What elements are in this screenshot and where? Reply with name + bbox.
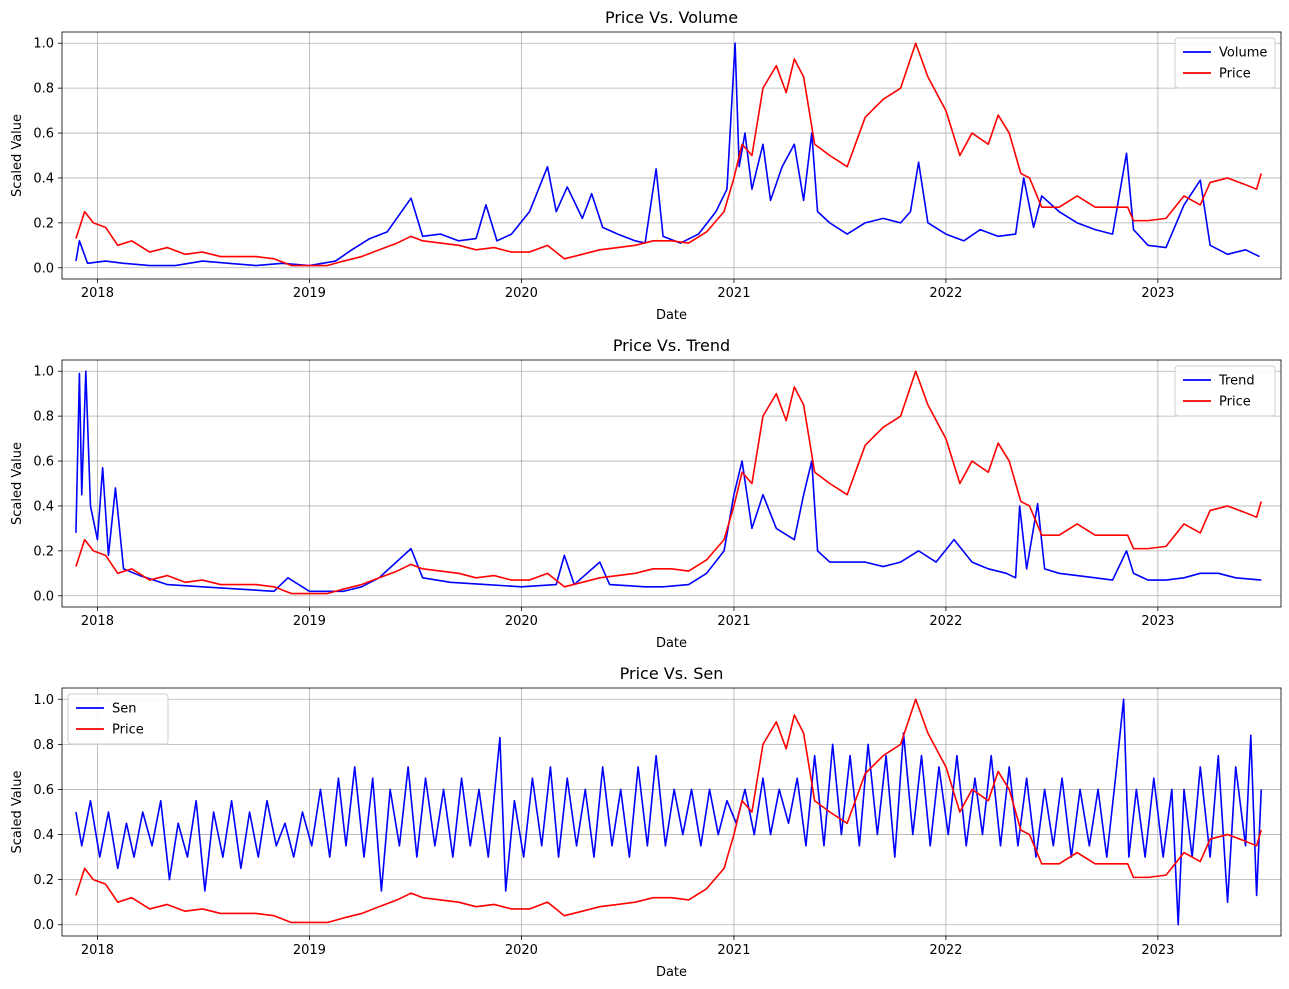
x-tick-label: 2019 xyxy=(293,286,326,301)
y-axis-label: Scaled Value xyxy=(10,442,25,525)
axes-frame xyxy=(61,359,1282,608)
y-tick-label: 0.8 xyxy=(33,738,54,753)
series-line-sen xyxy=(75,698,1263,926)
legend-box xyxy=(1174,37,1276,89)
x-tick-label: 2023 xyxy=(1141,943,1174,958)
y-tick-label: 0.6 xyxy=(33,455,54,470)
x-tick-label: 2019 xyxy=(293,614,326,629)
y-tick-label: 0.2 xyxy=(33,216,54,231)
x-tick-label: 2019 xyxy=(293,943,326,958)
chart-title: Price Vs. Volume xyxy=(605,8,738,27)
chart-panel-2: 2018 2019 2020 2021 2022 2023 0.0 0.2 0.4 0.6 0.8 1… xyxy=(10,336,1282,651)
legend-label-price: Price xyxy=(112,723,144,738)
x-tick-label: 2021 xyxy=(717,943,750,958)
x-tick-label: 2023 xyxy=(1141,286,1174,301)
y-tick-label: 0.8 xyxy=(33,410,54,425)
y-tick-label: 0.4 xyxy=(33,499,54,514)
y-tick-label: 0.0 xyxy=(33,261,54,276)
y-tick-label: 0.0 xyxy=(33,589,54,604)
x-tick-label: 2020 xyxy=(505,614,538,629)
x-axis-label: Date xyxy=(656,965,687,980)
x-tick-label: 2020 xyxy=(505,286,538,301)
legend: Trend Price xyxy=(1174,365,1276,417)
x-tick-label: 2023 xyxy=(1141,614,1174,629)
y-axis-label: Scaled Value xyxy=(10,114,25,197)
legend: Volume Price xyxy=(1174,37,1276,89)
legend-label-sen: Sen xyxy=(112,702,137,717)
x-tick-label: 2020 xyxy=(505,943,538,958)
x-tick-label: 2021 xyxy=(717,286,750,301)
x-axis-label: Date xyxy=(656,308,687,323)
chart-panel-1: 2018 2019 2020 2021 2022 2023 0.0 0.2 0.4 0.6 0.8 1… xyxy=(10,8,1282,323)
legend-label-trend: Trend xyxy=(1218,374,1255,389)
series-group xyxy=(75,42,1263,267)
x-tick-label: 2018 xyxy=(81,943,114,958)
grid xyxy=(62,688,1281,936)
x-axis-label: Date xyxy=(656,636,687,651)
x-tick-label: 2022 xyxy=(929,614,962,629)
chart-panel-3: 2018 2019 2020 2021 2022 2023 0.0 0.2 0.4 0.6 0.8 1… xyxy=(10,664,1282,980)
series-line-price xyxy=(75,370,1263,595)
series-group xyxy=(75,698,1263,926)
x-tick-label: 2018 xyxy=(81,286,114,301)
y-tick-label: 0.8 xyxy=(33,82,54,97)
y-tick-label: 1.0 xyxy=(33,37,54,52)
chart-title: Price Vs. Trend xyxy=(613,336,730,355)
legend-label-price: Price xyxy=(1219,395,1251,410)
y-tick-label: 0.2 xyxy=(33,544,54,559)
y-tick-label: 0.4 xyxy=(33,171,54,186)
y-tick-label: 0.6 xyxy=(33,127,54,142)
series-line-trend xyxy=(75,370,1262,593)
legend-box xyxy=(1174,365,1276,417)
y-tick-label: 0.0 xyxy=(33,918,54,933)
legend-label-volume: Volume xyxy=(1219,46,1267,61)
x-tick-label: 2021 xyxy=(717,614,750,629)
y-tick-label: 1.0 xyxy=(33,693,54,708)
chart-title: Price Vs. Sen xyxy=(620,664,724,683)
y-axis-label: Scaled Value xyxy=(10,770,25,853)
series-group xyxy=(75,370,1263,595)
grid xyxy=(62,360,1281,607)
legend-label-price: Price xyxy=(1219,67,1251,82)
axes-frame xyxy=(61,31,1282,280)
series-line-price xyxy=(75,698,1263,924)
y-tick-label: 1.0 xyxy=(33,365,54,380)
y-tick-label: 0.2 xyxy=(33,873,54,888)
y-tick-label: 0.4 xyxy=(33,828,54,843)
axes-frame xyxy=(61,687,1282,937)
x-tick-label: 2018 xyxy=(81,614,114,629)
x-tick-label: 2022 xyxy=(929,286,962,301)
x-tick-label: 2022 xyxy=(929,943,962,958)
legend-box xyxy=(67,693,169,745)
series-line-price xyxy=(75,42,1263,267)
grid xyxy=(62,32,1281,279)
y-tick-label: 0.6 xyxy=(33,783,54,798)
legend: Sen Price xyxy=(67,693,169,745)
